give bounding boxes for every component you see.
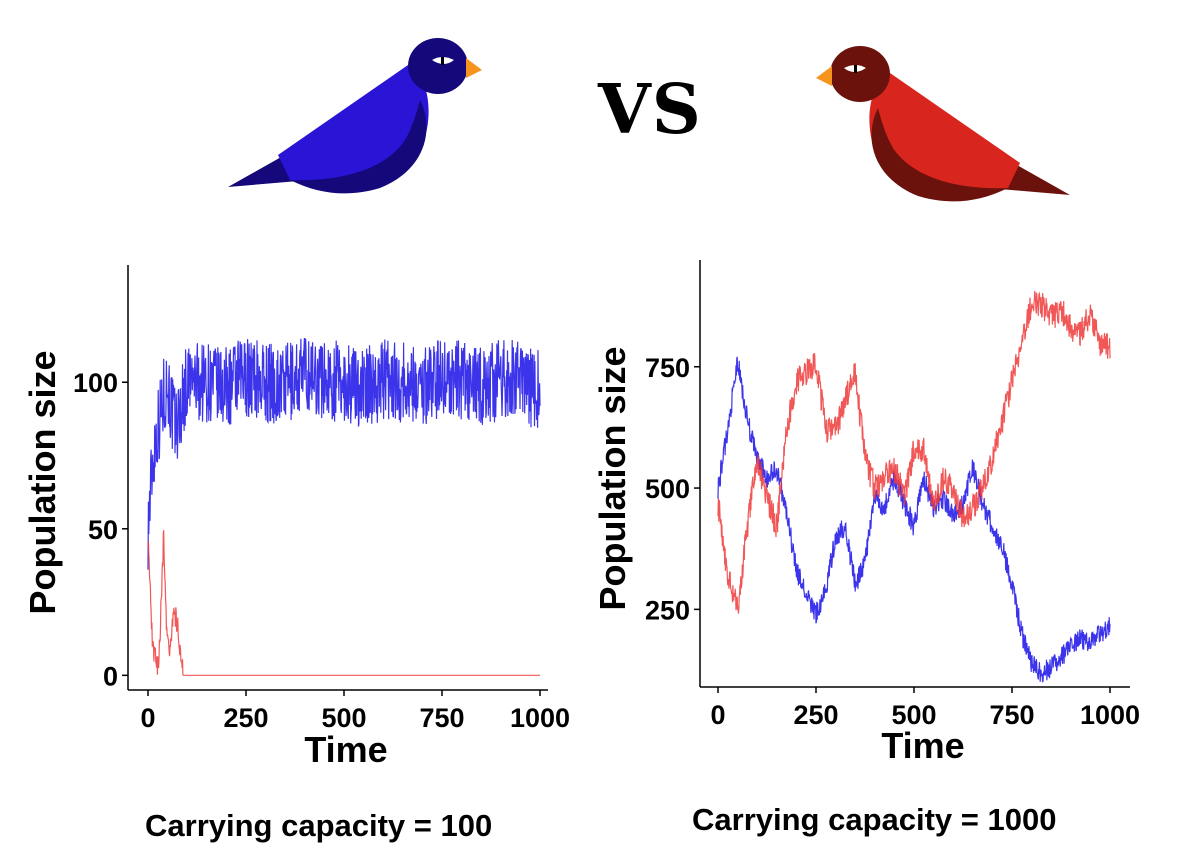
blue-bird-pupil [441,57,444,65]
red-bird-head [830,46,890,102]
chart-carrying-capacity-1000: 0 250 500 750 1000 250 500 750 Time Population si… [592,260,1140,766]
caption-right: Carrying capacity = 1000 [692,802,1057,837]
x-tick-label: 1000 [510,703,570,733]
x-tick-label: 750 [419,703,464,733]
red-bird-beak [816,66,832,86]
y-tick-label: 100 [73,368,118,398]
x-axis-title: Time [304,729,387,770]
x-tick-label: 500 [321,703,366,733]
x-tick-label: 1000 [1080,700,1140,730]
x-tick-label: 750 [989,700,1034,730]
x-axis-title: Time [881,725,964,766]
red-bird-icon [816,46,1070,202]
vs-text: VS [598,70,702,150]
y-tick-label: 250 [645,595,690,625]
series-line-blue [717,356,1111,683]
x-tick-label: 250 [223,703,268,733]
y-tick-label: 0 [103,661,118,691]
x-tick-label: 0 [710,700,725,730]
red-bird-pupil [854,65,857,73]
y-tick-label: 50 [88,515,118,545]
series-line-red [717,290,1111,614]
series-line-blue [147,337,541,570]
caption-left: Carrying capacity = 100 [145,808,493,843]
x-tick-label: 250 [793,700,838,730]
y-tick-label: 500 [645,474,690,504]
x-tick-label: 500 [891,700,936,730]
y-axis-title: Population size [22,350,63,614]
series-line-red [147,530,540,676]
blue-bird-head [408,38,468,94]
blue-bird-icon [228,38,482,194]
blue-bird-wing [290,100,427,194]
x-tick-label: 0 [140,703,155,733]
blue-bird-beak [466,58,482,78]
y-axis-title: Population size [592,346,633,610]
chart-carrying-capacity-100: 0 250 500 750 1000 0 50 100 Time Population size [22,265,570,770]
y-tick-label: 750 [645,353,690,383]
red-bird-wing [871,108,1008,202]
